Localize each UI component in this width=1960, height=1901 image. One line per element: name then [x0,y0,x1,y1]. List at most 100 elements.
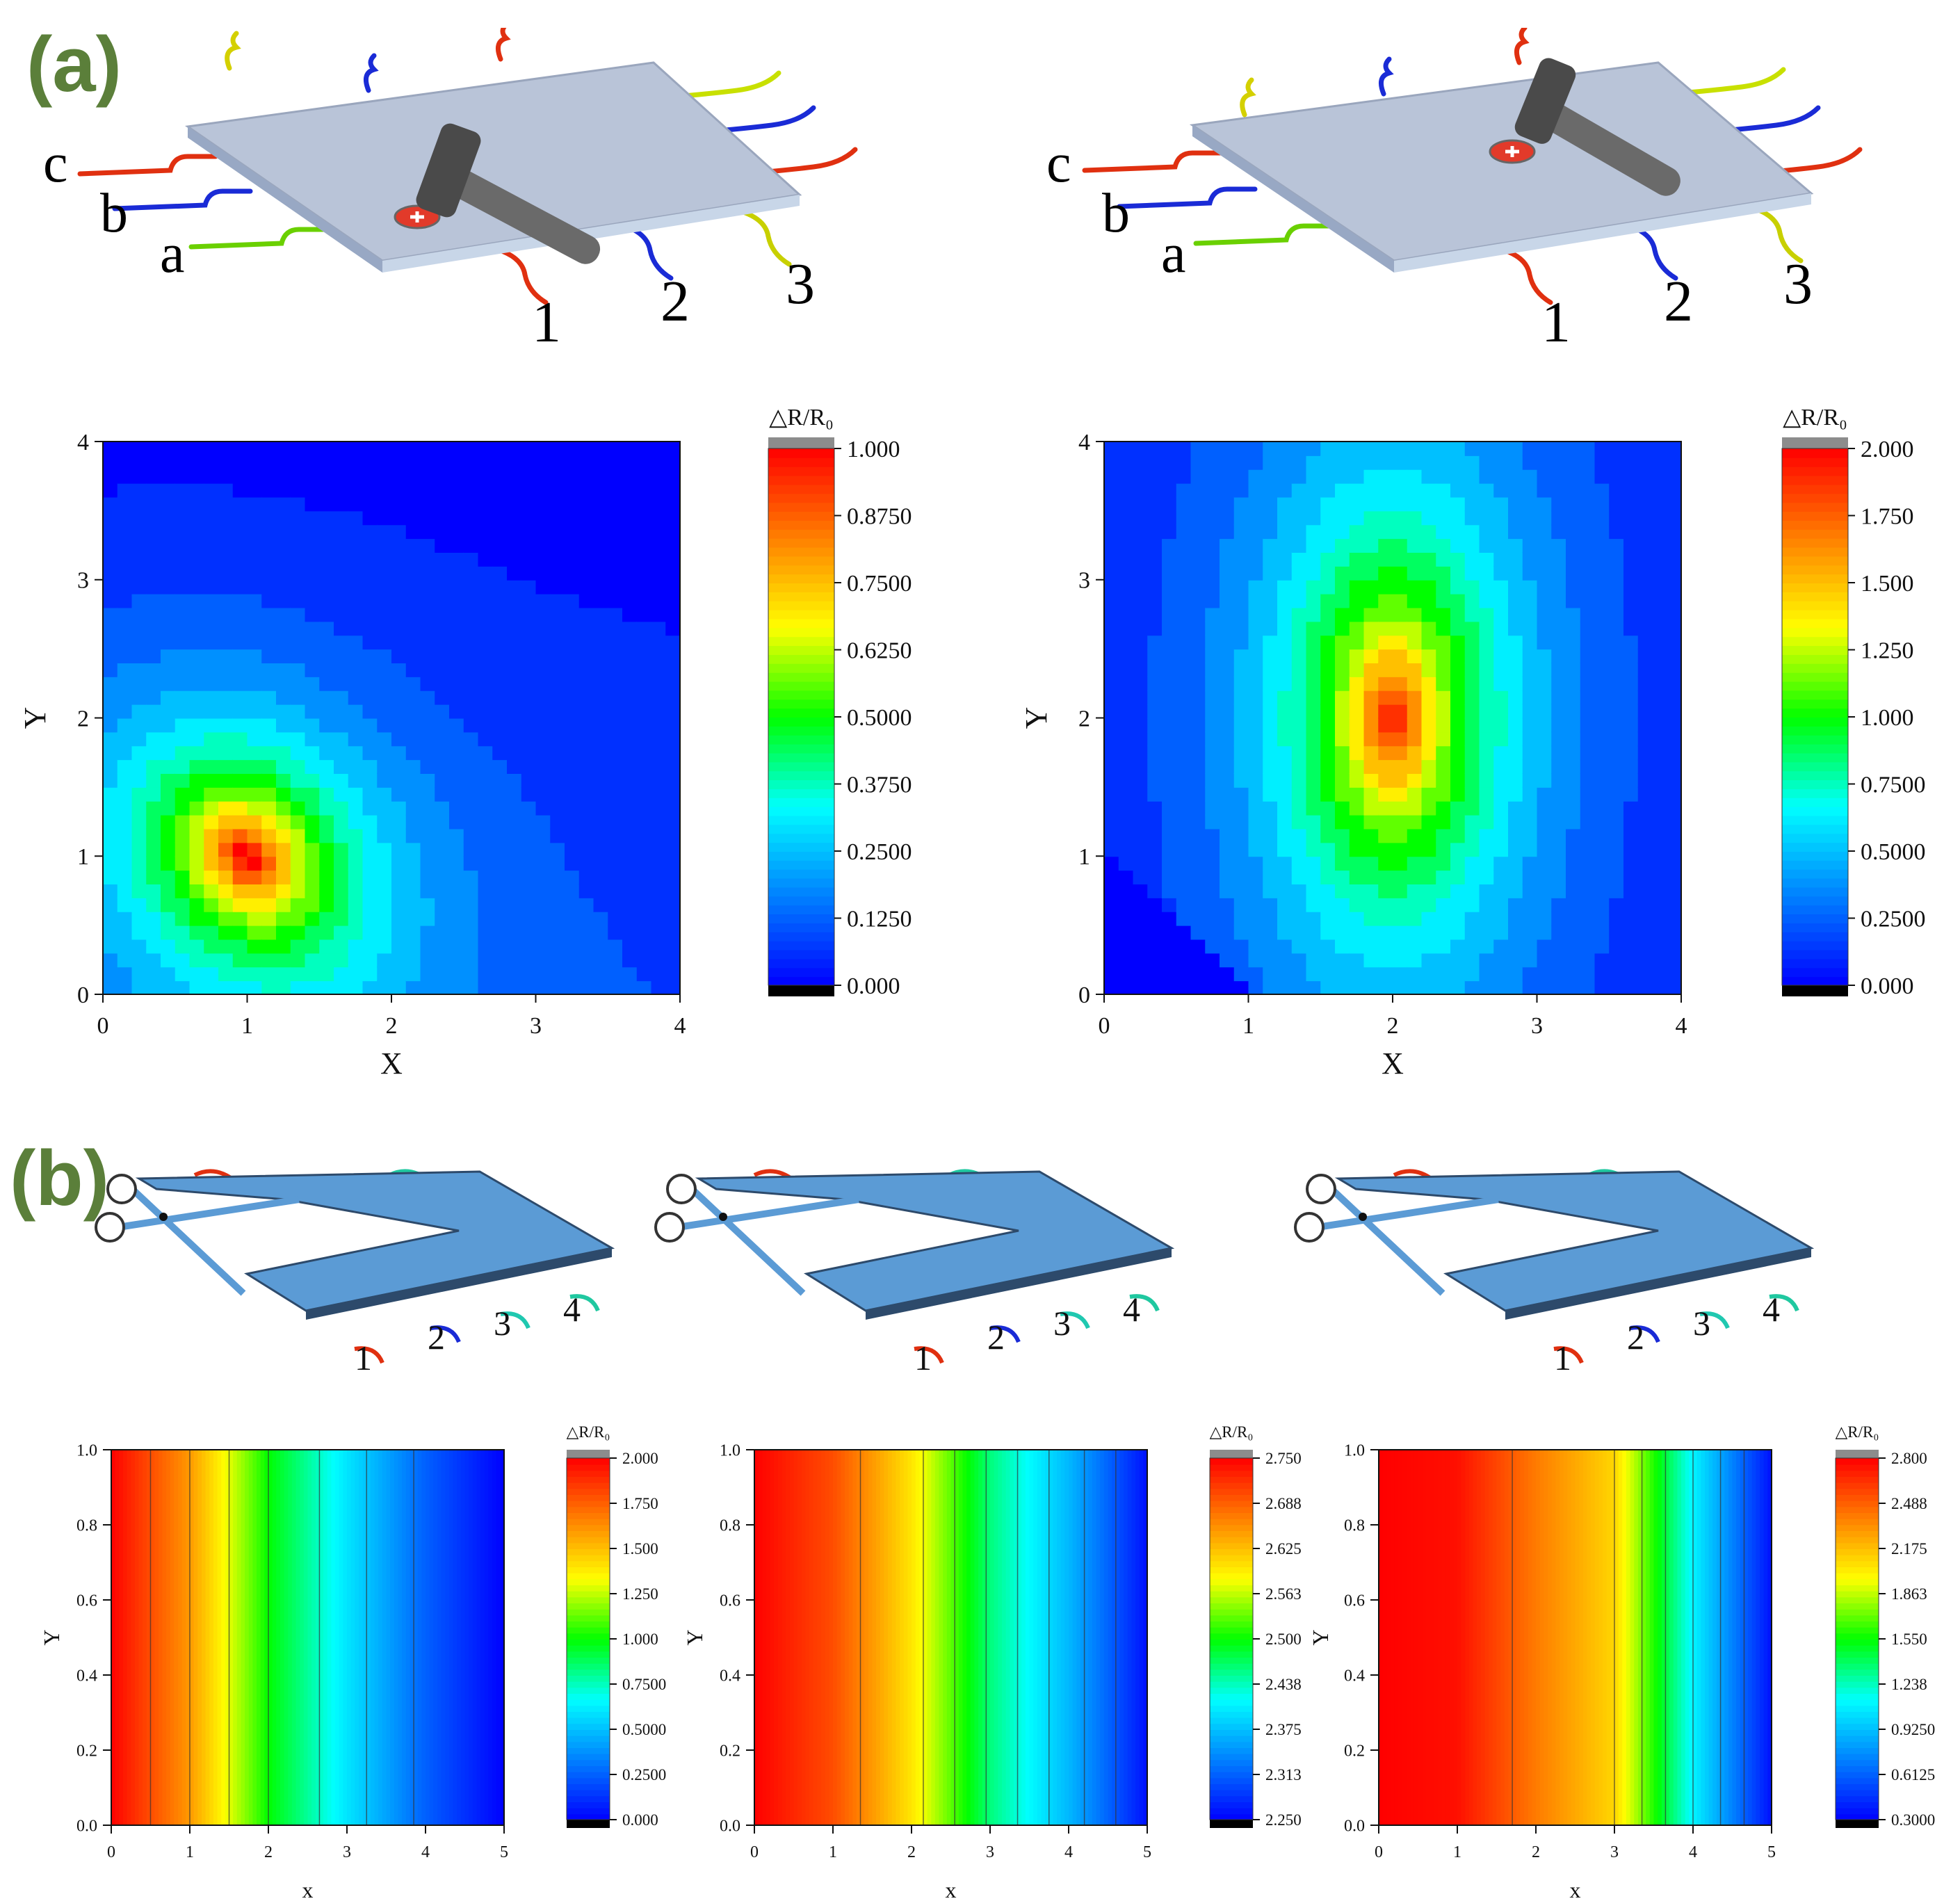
colorbar-segment [567,1753,610,1761]
colorbar-tick-label: 0.5000 [622,1721,666,1738]
colorbar-segment [1782,859,1848,870]
colorbar-segment [1210,1615,1253,1621]
colorbar-segment [1782,547,1848,557]
colorbar-segment [1210,1560,1253,1567]
colorbar-segment [1782,537,1848,548]
colorbar-segment [1836,1567,1879,1574]
colorbar-segment [567,1554,610,1562]
colorbar-segment [1210,1542,1253,1549]
colorbar-segment [1782,752,1848,763]
colorbar-segment [1782,877,1848,888]
colorbar-segment [1210,1711,1253,1718]
colorbar-segment [1782,565,1848,575]
colorbar-segment [567,1500,610,1507]
plot-frame [1378,1449,1772,1826]
colorbar-tick-label: 0.6250 [847,638,912,663]
colorbar-segment [567,1675,610,1682]
heatmap-hammer-1: 0 1 2 3 4 0 1 2 3 4 X Y 0.000 0.1250 0.2500 0.3750 0.500… [0,386,959,1088]
colorbar-tick-label: 1.750 [1861,503,1914,529]
colorbar-segment [1210,1512,1253,1519]
colorbar-segment [567,1608,610,1616]
colorbar-segment [768,583,834,592]
colorbar-segment [1210,1530,1253,1537]
x-tick-label: 1 [186,1843,194,1861]
colorbar-segment [768,591,834,601]
colorbar-segment [1210,1572,1253,1580]
col-label-1: 1 [532,290,561,355]
colorbar-segment [1782,815,1848,825]
colorbar-segment [1836,1554,1879,1562]
row-label-a: a [160,223,185,284]
colorbar-segment [1782,717,1848,727]
colorbar-overflow [768,437,834,448]
colorbar-tick-label: 2.488 [1891,1495,1927,1512]
colorbar-segment [1782,502,1848,512]
colorbar-segment [768,788,834,798]
colorbar-segment [1210,1536,1253,1544]
colorbar-segment [768,681,834,691]
colorbar-segment [1836,1753,1879,1761]
colorbar-segment [1836,1482,1879,1489]
colorbar-segment [1782,958,1848,969]
colorbar-segment [768,708,834,718]
colorbar-segment [567,1795,610,1802]
colorbar-tick-label: 1.000 [1861,705,1914,731]
colorbar-segment [1836,1615,1879,1621]
colorbar-segment [1836,1663,1879,1670]
colorbar-tick-label: 1.238 [1891,1676,1927,1693]
colorbar-segment [1836,1506,1879,1513]
colorbar-segment [567,1669,610,1676]
colorbar-segment [768,636,834,647]
colorbar-segment [1782,949,1848,960]
colorbar-overflow [567,1450,610,1458]
colorbar-segment [567,1506,610,1513]
colorbar-segment [1210,1759,1253,1766]
colorbar-segment [1782,761,1848,772]
colorbar-segment [768,600,834,610]
colorbar-segment [1836,1633,1879,1640]
colorbar-tick-label: 2.438 [1265,1676,1302,1693]
x-axis-label: x [302,1877,314,1901]
colorbar-segment [768,690,834,700]
x-tick-label: 3 [986,1843,994,1861]
colorbar-tick-label: 1.500 [1861,571,1914,597]
colorbar-tick-label: 0.7500 [847,571,912,597]
colorbar-segment [567,1560,610,1567]
colorbar-segment [1836,1585,1879,1592]
colorbar-tick-label: 2.313 [1265,1766,1302,1783]
y-tick-label: 0.6 [1344,1592,1365,1610]
y-tick-label: 0.0 [1344,1817,1365,1835]
colorbar-tick-label: 2.563 [1265,1585,1302,1603]
colorbar-segment [768,565,834,575]
y-tick-label: 1 [1078,844,1090,870]
colorbar-segment [1836,1771,1879,1779]
colorbar-segment [1836,1518,1879,1526]
colorbar-segment [567,1789,610,1797]
colorbar-segment [1836,1735,1879,1742]
col-label-2: 2 [1664,269,1693,334]
colorbar-segment [768,645,834,655]
colorbar-segment [1210,1735,1253,1742]
colorbar-segment [768,761,834,772]
colorbar-segment [1782,672,1848,682]
colorbar-tick-label: 1.000 [847,437,900,462]
y-tick-label: 0.0 [76,1817,97,1835]
colorbar-segment [768,914,834,923]
colorbar-segment [1210,1488,1253,1495]
colorbar-segment [1210,1681,1253,1688]
colorbar-segment [567,1735,610,1742]
scissors-sensor-illustration-1: 1 2 3 4 [90,1147,661,1377]
colorbar-segment [567,1548,610,1555]
colorbar-tick-label: 0.5000 [1861,839,1926,865]
colorbar-segment [1782,797,1848,807]
colorbar-segment [567,1524,610,1531]
colorbar-segment [567,1536,610,1544]
colorbar-segment [1782,725,1848,736]
colorbar-segment [1210,1789,1253,1797]
colorbar-tick-label: 0.7500 [1861,772,1926,798]
y-tick-label: 0.2 [76,1742,97,1760]
colorbar-segment [1210,1464,1253,1471]
colorbar-segment [1782,654,1848,664]
colorbar-segment [1836,1789,1879,1797]
heatmap-scissors-3: 0 1 2 3 4 5 0.0 0.2 0.4 0.6 0.8 1.0 x Y 0.3000 0.6125 0.… [1297,1408,1960,1901]
